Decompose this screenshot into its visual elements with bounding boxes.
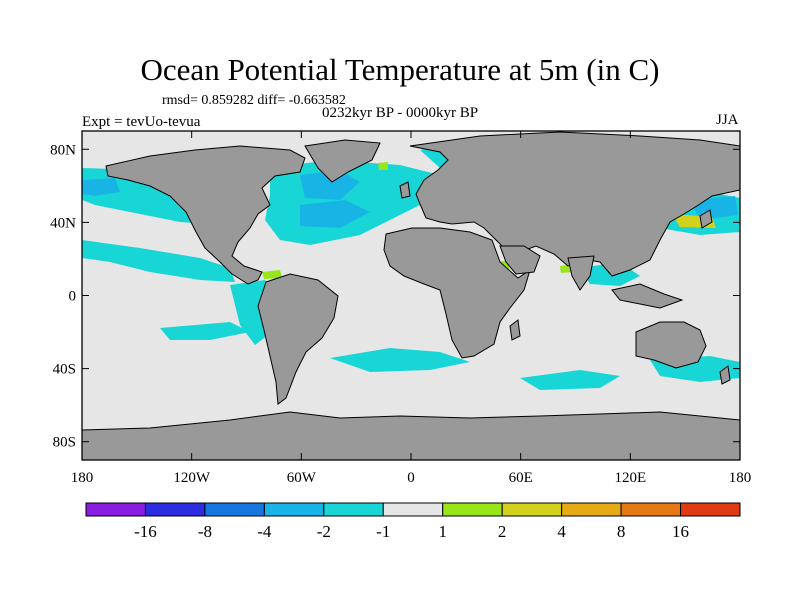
colorbar-swatch [680, 502, 741, 517]
lon-tick-label: 120E [614, 470, 646, 486]
colorbar-label: -2 [317, 522, 331, 541]
australia-land [635, 321, 707, 369]
colorbar-swatch [382, 502, 444, 517]
caribbean-warm-patch [262, 270, 282, 279]
lon-tick-label: 120W [173, 470, 211, 486]
colorbar-label: -1 [376, 522, 390, 541]
south-america-land [257, 273, 339, 405]
south-atlantic-cool-band [330, 348, 470, 372]
colorbar-swatch [620, 502, 682, 517]
india-land [567, 255, 595, 291]
colorbar-swatch [323, 502, 384, 517]
lat-tick-label: 40N [50, 215, 76, 231]
new-zealand-land [719, 365, 731, 385]
colorbar-swatch [442, 502, 503, 517]
longitude-axis: 180 120W 60W 0 60E 120E 180 [71, 131, 752, 486]
lon-tick-label: 180 [71, 470, 94, 486]
stronger-cool-anomaly-patches [82, 170, 738, 228]
lat-tick-label: 0 [69, 289, 77, 305]
gulf-stream-patch [300, 200, 370, 228]
colorbar-label: -8 [198, 522, 212, 541]
antarctica-land [82, 411, 740, 460]
colorbar-swatch [144, 502, 206, 517]
colorbar-swatch [561, 502, 622, 517]
colorbar: -16 -8 -4 -2 -1 1 2 4 8 16 [85, 502, 741, 541]
south-pacific-cool-band [160, 322, 250, 340]
uk-land [399, 181, 411, 199]
colorbar-swatch [263, 502, 325, 517]
north-pacific-east-patch [82, 240, 235, 282]
latitude-axis: 80N 40N 0 40S 80S [50, 142, 740, 451]
arabia-land [499, 245, 541, 275]
colorbar-label: 1 [438, 522, 447, 541]
experiment-label: Expt = tevUo-tevua [82, 114, 201, 130]
lat-tick-label: 80N [50, 142, 76, 158]
labrador-sea-patch [300, 170, 360, 200]
north-america-land [105, 145, 306, 285]
colorbar-label: 4 [557, 522, 566, 541]
lon-tick-label: 180 [729, 470, 752, 486]
south-indian-cool-band [520, 370, 620, 390]
colorbar-label: 2 [498, 522, 507, 541]
arctic-warm-patch [378, 162, 388, 170]
colorbar-label: -16 [134, 522, 157, 541]
season-label: JJA [716, 112, 739, 128]
africa-land [383, 227, 531, 359]
colorbar-swatch [204, 502, 265, 517]
land-masses [82, 131, 740, 460]
maritime-continent-land [611, 283, 684, 309]
map-title: Ocean Potential Temperature at 5m (in C) [140, 52, 660, 87]
lon-tick-label: 60E [509, 470, 533, 486]
lat-tick-label: 80S [53, 435, 76, 451]
lat-tick-label: 40S [53, 362, 76, 378]
colorbar-label: 16 [672, 522, 689, 541]
japan-land [699, 209, 713, 229]
colorbar-label: 8 [617, 522, 626, 541]
bering-patch [82, 178, 120, 196]
lon-tick-label: 60W [287, 470, 317, 486]
greenland-land [304, 139, 381, 183]
colorbar-swatch [85, 502, 146, 517]
colorbar-swatch [501, 502, 563, 517]
madagascar-land [509, 319, 521, 341]
colorbar-label: -4 [257, 522, 272, 541]
stats-line: rmsd= 0.859282 diff= -0.663582 [162, 93, 346, 108]
lon-tick-label: 0 [407, 470, 415, 486]
period-label: 0232kyr BP - 0000kyr BP [322, 105, 479, 121]
